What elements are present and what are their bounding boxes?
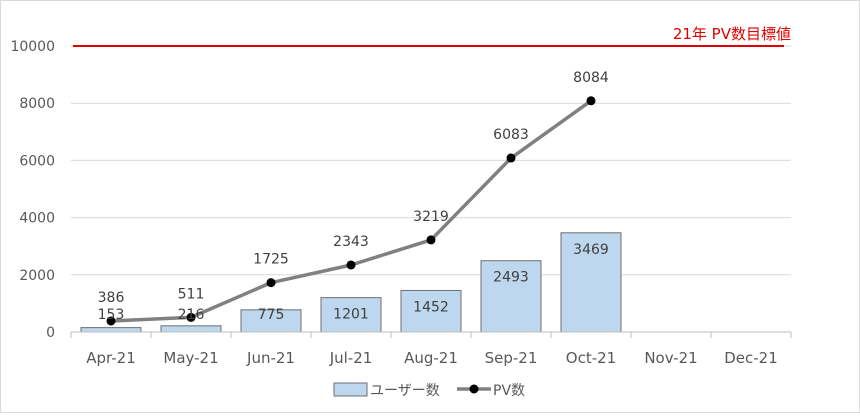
pv-point — [506, 153, 516, 163]
pv-point — [346, 260, 356, 270]
bar-data-label: 1201 — [333, 307, 369, 323]
y-tick-label: 10000 — [10, 39, 55, 55]
bar — [320, 297, 382, 333]
x-tick-label: Oct-21 — [566, 349, 616, 367]
x-tick-label: Apr-21 — [86, 349, 136, 367]
pv-point — [186, 312, 196, 322]
x-tick-label: Nov-21 — [644, 349, 697, 367]
pv-data-label: 8084 — [573, 70, 609, 86]
y-tick-label: 0 — [46, 325, 55, 341]
x-tick-label: May-21 — [163, 349, 218, 367]
pv-data-label: 6083 — [493, 127, 529, 143]
x-tick-label: Sep-21 — [485, 349, 538, 367]
legend-marker — [469, 384, 479, 394]
bar — [560, 232, 622, 333]
bar-data-label: 775 — [258, 307, 285, 323]
bar-data-label: 2493 — [493, 270, 529, 286]
x-axis: Apr-21 May-21 Jun-21 Jul-21 Aug-21 Sep-21 Oct-… — [70, 331, 792, 367]
pv-data-label: 1725 — [253, 252, 289, 268]
pv-point — [586, 96, 596, 106]
y-tick-label: 8000 — [19, 96, 55, 112]
legend-label: ユーザー数 — [370, 383, 440, 399]
pv-point — [106, 316, 116, 326]
pv-data-label: 511 — [178, 286, 205, 302]
legend-swatch-bar — [333, 382, 368, 397]
pv-point — [426, 235, 436, 245]
target-line: 21年 PV数目標値 — [73, 25, 791, 47]
data-labels: 386 511 1725 2343 3219 6083 8084 153 216 775 1201 1… — [98, 70, 609, 323]
x-tick-label: Dec-21 — [724, 349, 778, 367]
bar-data-label: 3469 — [573, 242, 609, 258]
y-tick-label: 4000 — [19, 211, 55, 227]
bar — [400, 289, 462, 333]
line-series — [106, 96, 596, 326]
y-axis: 0 2000 4000 6000 8000 10000 — [10, 39, 55, 341]
bar — [160, 325, 222, 333]
pv-data-label: 2343 — [333, 234, 369, 250]
x-tick-label: Aug-21 — [404, 349, 458, 367]
bar-data-label: 216 — [178, 307, 205, 323]
pv-point — [266, 278, 276, 288]
x-tick-label: Jul-21 — [329, 349, 373, 367]
legend-label: PV数 — [493, 383, 525, 399]
bar-data-label: 153 — [98, 307, 125, 323]
legend: ユーザー数 PV数 — [333, 382, 525, 399]
bar-data-label: 1452 — [413, 299, 449, 315]
pv-data-label: 3219 — [413, 209, 449, 225]
pv-data-label: 386 — [98, 290, 125, 306]
x-tick-label: Jun-21 — [246, 349, 295, 367]
bar-series — [80, 232, 622, 333]
y-tick-label: 2000 — [19, 268, 55, 284]
bar — [80, 327, 142, 333]
y-tick-label: 6000 — [19, 153, 55, 169]
bar — [480, 260, 542, 333]
target-line-label: 21年 PV数目標値 — [673, 25, 791, 43]
